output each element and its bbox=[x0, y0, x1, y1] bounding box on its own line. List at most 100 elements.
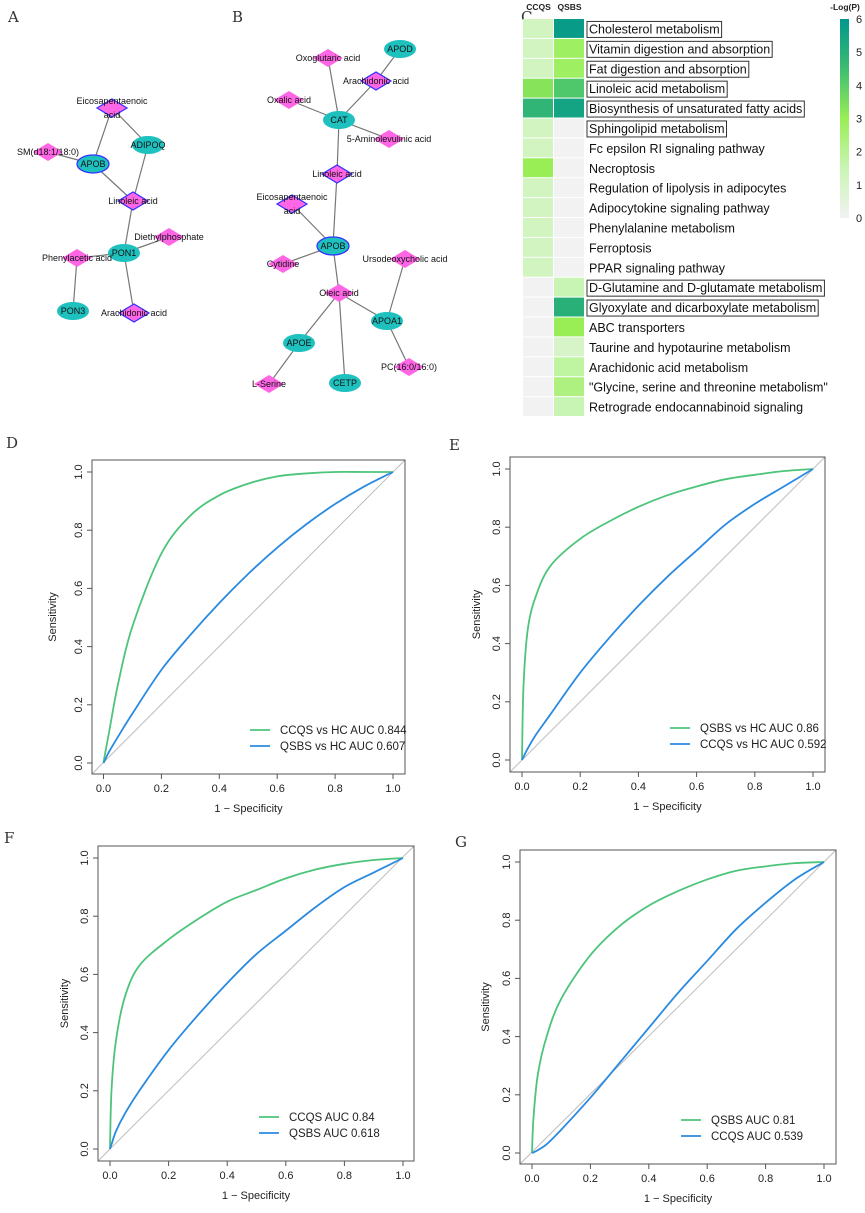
pathway-label: Linoleic acid metabolism bbox=[589, 82, 725, 96]
y-tick-label: 0.6 bbox=[79, 967, 91, 982]
x-tick-label: 0.2 bbox=[154, 783, 169, 795]
x-tick-label: 0.4 bbox=[631, 781, 646, 793]
x-tick-label: 0.8 bbox=[337, 1170, 352, 1182]
pathway-label: D-Glutamine and D-glutamate metabolism bbox=[589, 281, 822, 295]
x-tick-label: 0.4 bbox=[641, 1173, 656, 1185]
heatmap: CCQS QSBS Cholesterol metabolism Vitamin di… bbox=[523, 2, 862, 416]
heatmap-column-label: QSBS bbox=[557, 2, 581, 12]
pathway-highlight-box bbox=[586, 120, 727, 138]
heatmap-cell bbox=[554, 138, 584, 158]
y-tick-label: 0.2 bbox=[491, 694, 503, 709]
x-tick-label: 0.2 bbox=[583, 1173, 598, 1185]
roc-chart-D: 0.0 0.2 0.4 0.6 0.8 1.0 0.0 0.2 0.4 0.6 0.8 1.0 1 − … bbox=[47, 459, 407, 815]
x-tick-label: 0.6 bbox=[689, 781, 704, 793]
heatmap-cell bbox=[523, 337, 553, 357]
y-tick-label: 0.6 bbox=[491, 578, 503, 593]
roc-curve-green bbox=[109, 857, 404, 1150]
node-label: Eicosapentaenoic bbox=[76, 96, 148, 106]
pathway-label: Regulation of lipolysis in adipocytes bbox=[589, 182, 786, 196]
network-edge bbox=[123, 252, 135, 314]
x-axis-label: 1 − Specificity bbox=[644, 1193, 713, 1205]
roc-chart-E: 0.0 0.2 0.4 0.6 0.8 1.0 0.0 0.2 0.4 0.6 0.8 1.0 1 − … bbox=[471, 456, 827, 813]
legend-entry: CCQS vs HC AUC 0.592 bbox=[700, 739, 827, 751]
node-label: Oxalic acid bbox=[267, 95, 311, 105]
network-edge bbox=[386, 258, 406, 322]
y-tick-label: 0.2 bbox=[501, 1087, 513, 1102]
heatmap-cell bbox=[554, 218, 584, 237]
x-tick-label: 0.8 bbox=[758, 1173, 773, 1185]
metabolite-node bbox=[62, 249, 92, 267]
heatmap-cell bbox=[554, 377, 584, 397]
y-tick-label: 0.2 bbox=[79, 1083, 91, 1098]
y-tick-label: 0.8 bbox=[73, 523, 85, 538]
metabolite-node bbox=[154, 228, 184, 246]
node-label: APOD bbox=[387, 44, 413, 54]
metabolite-node bbox=[116, 191, 150, 211]
heatmap-cell bbox=[523, 257, 553, 277]
heatmap-cell bbox=[554, 257, 584, 277]
node-label: PON3 bbox=[61, 306, 86, 316]
node-label: Cytidine bbox=[267, 259, 300, 269]
metabolite-node bbox=[95, 98, 129, 118]
colorbar-title: -Log(P) bbox=[830, 2, 860, 12]
heatmap-cell bbox=[554, 38, 584, 58]
heatmap-cell bbox=[554, 198, 584, 217]
node-label: APOA1 bbox=[372, 316, 402, 326]
node-label: Arachidonic acid bbox=[343, 76, 409, 86]
colorbar-tick: 6 bbox=[856, 14, 862, 26]
y-axis-label: Sensitivity bbox=[471, 589, 483, 639]
heatmap-cell bbox=[554, 118, 584, 138]
pathway-label: Vitamin digestion and absorption bbox=[589, 42, 770, 56]
node-label: Phenylacetic acid bbox=[42, 253, 112, 263]
node-label: APOE bbox=[286, 338, 311, 348]
metabolite-node bbox=[254, 375, 284, 393]
node-label: Oleic acid bbox=[319, 288, 359, 298]
heatmap-cell bbox=[554, 357, 584, 377]
x-tick-label: 0.0 bbox=[96, 783, 111, 795]
protein-node bbox=[57, 302, 89, 320]
node-label: acid bbox=[284, 206, 301, 216]
x-tick-label: 1.0 bbox=[385, 783, 400, 795]
panel-label-C: C bbox=[521, 8, 532, 26]
heatmap-cell bbox=[554, 397, 584, 416]
roc-curve-blue bbox=[109, 857, 404, 1150]
heatmap-cell bbox=[554, 178, 584, 198]
metabolite-node bbox=[313, 49, 343, 67]
x-tick-label: 0.6 bbox=[270, 783, 285, 795]
heatmap-cell bbox=[554, 337, 584, 357]
pathway-label: Glyoxylate and dicarboxylate metabolism bbox=[589, 301, 816, 315]
heatmap-cell bbox=[554, 58, 584, 78]
heatmap-cell bbox=[523, 19, 553, 38]
panel-label-D: D bbox=[6, 434, 18, 452]
heatmap-cell bbox=[554, 19, 584, 38]
heatmap-cell bbox=[554, 78, 584, 98]
heatmap-cell bbox=[523, 198, 553, 217]
y-tick-label: 0.4 bbox=[501, 1029, 513, 1044]
node-label: Oxoglutaric acid bbox=[296, 53, 361, 63]
protein-node bbox=[384, 40, 416, 58]
heatmap-cell bbox=[523, 178, 553, 198]
pathway-label: Arachidonic acid metabolism bbox=[589, 361, 748, 375]
protein-node bbox=[132, 136, 164, 154]
heatmap-cell bbox=[554, 317, 584, 337]
heatmap-cell bbox=[523, 58, 553, 78]
pathway-label: ABC transporters bbox=[589, 321, 685, 335]
panel-label-G: G bbox=[455, 833, 467, 851]
protein-node bbox=[283, 334, 315, 352]
protein-node bbox=[316, 236, 350, 256]
heatmap-cell bbox=[523, 78, 553, 98]
roc-curve-blue bbox=[102, 471, 394, 764]
y-tick-label: 0.4 bbox=[79, 1025, 91, 1040]
heatmap-cell bbox=[554, 158, 584, 178]
node-label: PON1 bbox=[112, 248, 137, 258]
legend-entry: QSBS vs HC AUC 0.607 bbox=[280, 741, 405, 753]
heatmap-cell bbox=[523, 38, 553, 58]
legend-entry: CCQS AUC 0.539 bbox=[711, 1131, 803, 1143]
y-tick-label: 1.0 bbox=[79, 850, 91, 865]
metabolite-node bbox=[390, 250, 420, 268]
y-tick-label: 0.2 bbox=[73, 697, 85, 712]
heatmap-cell bbox=[523, 397, 553, 416]
heatmap-cell bbox=[554, 297, 584, 317]
roc-chart-G: 0.0 0.2 0.4 0.6 0.8 1.0 0.0 0.2 0.4 0.6 0.8 1.0 1 − … bbox=[480, 849, 837, 1205]
